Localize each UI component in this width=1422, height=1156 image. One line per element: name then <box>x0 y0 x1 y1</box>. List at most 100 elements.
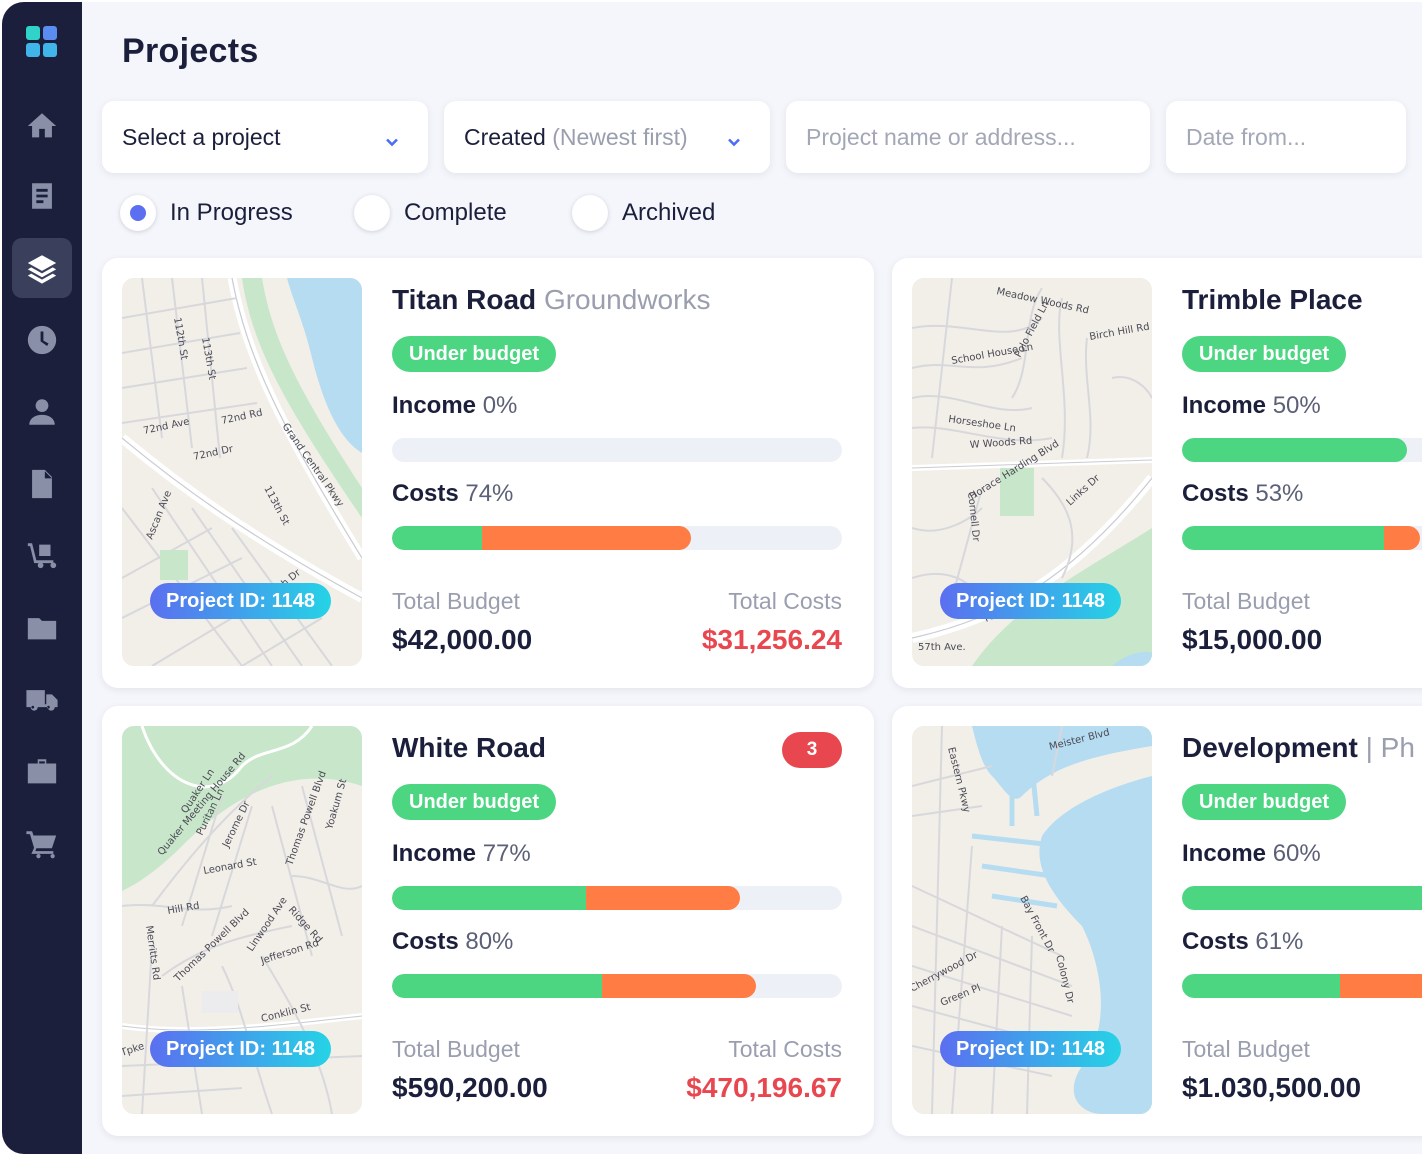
radio-label: In Progress <box>170 199 293 226</box>
income-percent: 50% <box>1272 392 1321 419</box>
total-budget-value: $15,000.00 <box>1182 624 1323 655</box>
chevron-down-icon <box>384 129 400 147</box>
project-name: White Road <box>392 732 546 763</box>
date-placeholder: Date from... <box>1186 123 1307 150</box>
search-placeholder: Project name or address... <box>806 123 1076 150</box>
costs-label: Costs <box>1182 480 1249 507</box>
truck-icon[interactable] <box>12 670 72 730</box>
radio-button[interactable] <box>572 195 608 231</box>
project-id-badge: Project ID: 1148 <box>150 583 331 619</box>
notification-count-badge[interactable]: 3 <box>782 732 842 768</box>
costs-progress-orange <box>482 526 691 550</box>
costs-label: Costs <box>392 928 459 955</box>
hand-truck-icon[interactable] <box>12 526 72 586</box>
status-badge: Under budget <box>392 336 556 372</box>
sort-select[interactable]: Created (Newest first) <box>444 101 770 173</box>
costs-progress-green <box>1182 974 1340 998</box>
income-metric: Income 50% <box>1182 392 1321 420</box>
income-progress-green <box>1182 438 1407 462</box>
income-progress-green <box>1182 886 1422 910</box>
clock-icon[interactable] <box>12 310 72 370</box>
costs-percent: 80% <box>465 928 514 955</box>
total-budget-value: $590,200.00 <box>392 1072 548 1103</box>
total-budget-label: Total Budget <box>1182 588 1310 614</box>
project-name: Development <box>1182 732 1358 763</box>
total-budget-value: $42,000.00 <box>392 624 533 655</box>
total-budget-label: Total Budget <box>392 1036 520 1062</box>
chevron-down-icon <box>726 129 742 147</box>
radio-complete[interactable]: Complete <box>354 195 507 231</box>
radio-in-progress[interactable]: In Progress <box>120 195 293 231</box>
costs-progress-green <box>1182 526 1384 550</box>
income-percent: 60% <box>1272 840 1321 867</box>
project-title[interactable]: White Road <box>392 732 546 764</box>
app-logo-icon[interactable] <box>26 26 58 58</box>
radio-button[interactable] <box>354 195 390 231</box>
home-icon[interactable] <box>12 96 72 156</box>
costs-progress-orange <box>1384 526 1420 550</box>
project-title[interactable]: Trimble Place <box>1182 284 1363 316</box>
total-budget-label: Total Budget <box>1182 1036 1310 1062</box>
costs-label: Costs <box>392 480 459 507</box>
svg-text:57th Ave.: 57th Ave. <box>918 642 966 653</box>
date-from-input[interactable]: Date from... <box>1166 101 1406 173</box>
income-percent: 77% <box>482 840 531 867</box>
sort-label: Created <box>464 123 546 150</box>
project-card[interactable]: Meadow Woods Rd Birch Hill Rd School Hou… <box>892 258 1422 688</box>
income-progress-bar <box>392 886 842 910</box>
income-metric: Income 0% <box>392 392 517 420</box>
svg-text:Cornell Dr: Cornell Dr <box>965 491 981 543</box>
project-name: Trimble Place <box>1182 284 1363 315</box>
costs-progress-bar <box>392 974 842 998</box>
radio-label: Complete <box>404 199 507 226</box>
project-title[interactable]: Titan Road Groundworks <box>392 284 710 316</box>
costs-progress-orange <box>602 974 756 998</box>
status-badge: Under budget <box>1182 336 1346 372</box>
project-select[interactable]: Select a project <box>102 101 428 173</box>
project-card[interactable]: Meister Blvd Eastern Pkwy Bay Front Dr C… <box>892 706 1422 1136</box>
costs-metric: Costs 61% <box>1182 928 1303 956</box>
income-progress-orange <box>586 886 740 910</box>
project-id-badge: Project ID: 1148 <box>150 1031 331 1067</box>
costs-progress-green <box>392 974 602 998</box>
layers-icon[interactable] <box>12 238 72 298</box>
costs-progress-bar <box>1182 526 1422 550</box>
income-progress-bar <box>392 438 842 462</box>
sidebar <box>2 2 82 1154</box>
costs-percent: 74% <box>465 480 514 507</box>
income-label: Income <box>1182 840 1267 867</box>
project-subtitle: | Ph <box>1365 732 1415 763</box>
search-input[interactable]: Project name or address... <box>786 101 1150 173</box>
costs-label: Costs <box>1182 928 1249 955</box>
income-label: Income <box>1182 392 1267 419</box>
document-list-icon[interactable] <box>12 166 72 226</box>
project-name: Titan Road <box>392 284 537 315</box>
radio-archived[interactable]: Archived <box>572 195 715 231</box>
income-progress-bar <box>1182 438 1422 462</box>
project-title[interactable]: Development | Ph <box>1182 732 1415 764</box>
status-badge: Under budget <box>392 784 556 820</box>
file-icon[interactable] <box>12 454 72 514</box>
sort-order: (Newest first) <box>552 123 688 150</box>
page-title: Projects <box>122 32 259 70</box>
income-metric: Income 60% <box>1182 840 1321 868</box>
costs-metric: Costs 80% <box>392 928 513 956</box>
total-budget-value: $1.030,500.00 <box>1182 1072 1362 1103</box>
briefcase-icon[interactable] <box>12 742 72 802</box>
total-costs-label: Total Costs <box>728 588 842 614</box>
project-card[interactable]: 113th St 112th St 72nd Ave 72nd Rd 72nd … <box>102 258 874 688</box>
income-progress-bar <box>1182 886 1422 910</box>
radio-button-selected[interactable] <box>120 195 156 231</box>
total-budget-label: Total Budget <box>392 588 520 614</box>
income-progress-green <box>392 886 586 910</box>
costs-metric: Costs 53% <box>1182 480 1303 508</box>
project-subtitle: Groundworks <box>543 284 711 315</box>
folder-icon[interactable] <box>12 598 72 658</box>
costs-metric: Costs 74% <box>392 480 513 508</box>
costs-percent: 53% <box>1255 480 1304 507</box>
user-icon[interactable] <box>12 382 72 442</box>
project-card[interactable]: Quaker Meeting House Rd Quaker Ln Purita… <box>102 706 874 1136</box>
status-badge: Under budget <box>1182 784 1346 820</box>
total-costs-label: Total Costs <box>728 1036 842 1062</box>
cart-icon[interactable] <box>12 814 72 874</box>
